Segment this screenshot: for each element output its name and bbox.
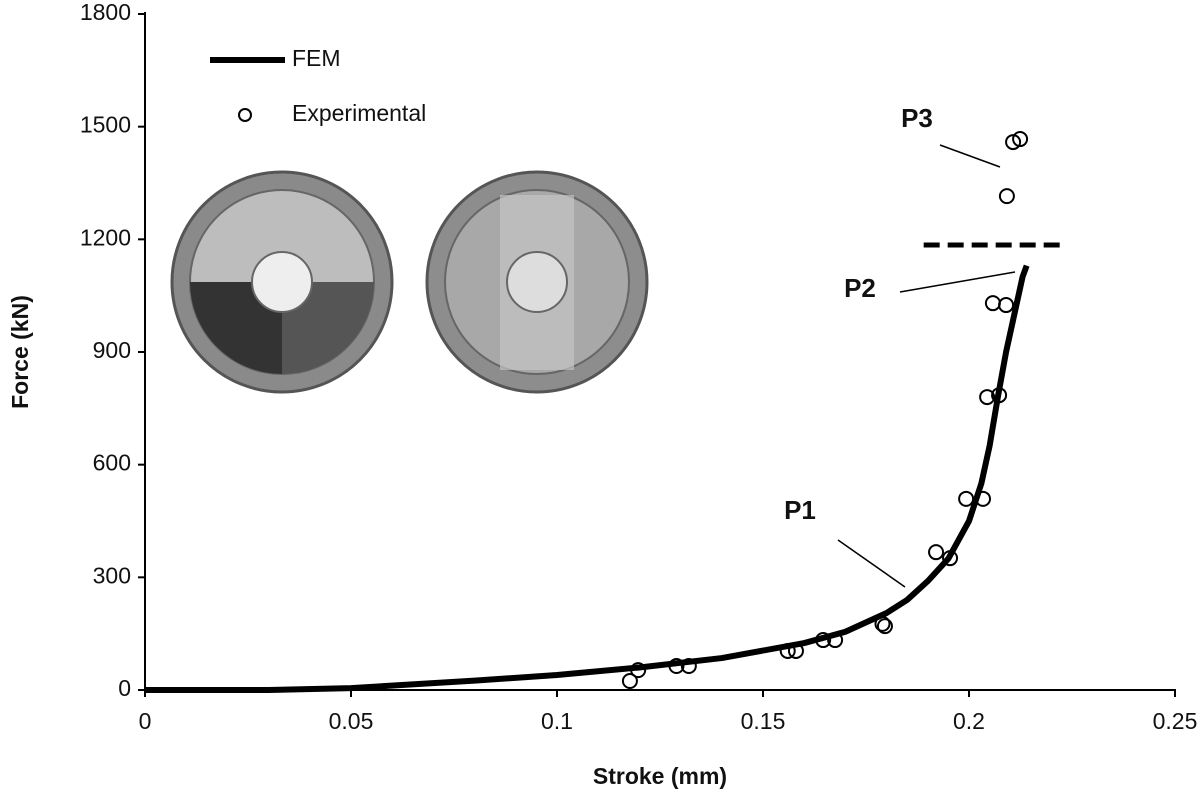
experimental-point <box>779 642 796 659</box>
y-tick-label: 0 <box>118 675 131 701</box>
leader-line <box>939 144 1001 168</box>
y-tick-label: 1500 <box>80 112 131 138</box>
experimental-point <box>1012 131 1029 148</box>
experimental-point <box>1005 134 1022 151</box>
experimental-point <box>958 490 975 507</box>
experimental-point <box>874 615 891 632</box>
experimental-point <box>998 297 1015 314</box>
legend-label: FEM <box>292 45 341 71</box>
x-tick-label: 0.1 <box>541 708 573 734</box>
experimental-point <box>979 389 996 406</box>
x-tick-label: 0.15 <box>741 708 786 734</box>
experimental-point <box>815 632 832 649</box>
experimental-point <box>630 662 647 679</box>
experimental-point <box>928 544 945 561</box>
x-axis-label: Stroke (mm) <box>593 763 727 789</box>
experimental-point <box>787 642 804 659</box>
annotation: P2 <box>844 273 876 303</box>
y-tick-label: 900 <box>93 337 131 363</box>
experimental-point <box>621 672 638 689</box>
leader-line <box>899 271 1016 293</box>
x-tick-label: 0 <box>139 708 152 734</box>
experimental-point <box>984 295 1001 312</box>
experimental-point <box>876 618 893 635</box>
x-tick-label: 0.25 <box>1153 708 1198 734</box>
experimental-point <box>942 550 959 567</box>
coin-image <box>425 170 649 394</box>
y-axis-label: Force (kN) <box>7 295 33 409</box>
experimental-point <box>998 188 1015 205</box>
coin-image <box>170 170 394 394</box>
y-tick-label: 600 <box>93 450 131 476</box>
y-tick-label: 300 <box>93 562 131 588</box>
experimental-point <box>668 657 685 674</box>
x-tick-label: 0.2 <box>953 708 985 734</box>
x-tick-label: 0.05 <box>329 708 374 734</box>
annotation: P1 <box>784 495 816 525</box>
annotation: P3 <box>901 103 933 133</box>
experimental-point <box>827 632 844 649</box>
legend-swatch <box>238 108 252 122</box>
experimental-point <box>975 490 992 507</box>
legend-label: Experimental <box>292 100 426 126</box>
leader-line <box>837 539 906 588</box>
fem-line <box>145 264 1030 693</box>
experimental-point <box>680 657 697 674</box>
experimental-point <box>991 387 1008 404</box>
y-tick-label: 1800 <box>80 0 131 25</box>
y-tick-label: 1200 <box>80 224 131 250</box>
